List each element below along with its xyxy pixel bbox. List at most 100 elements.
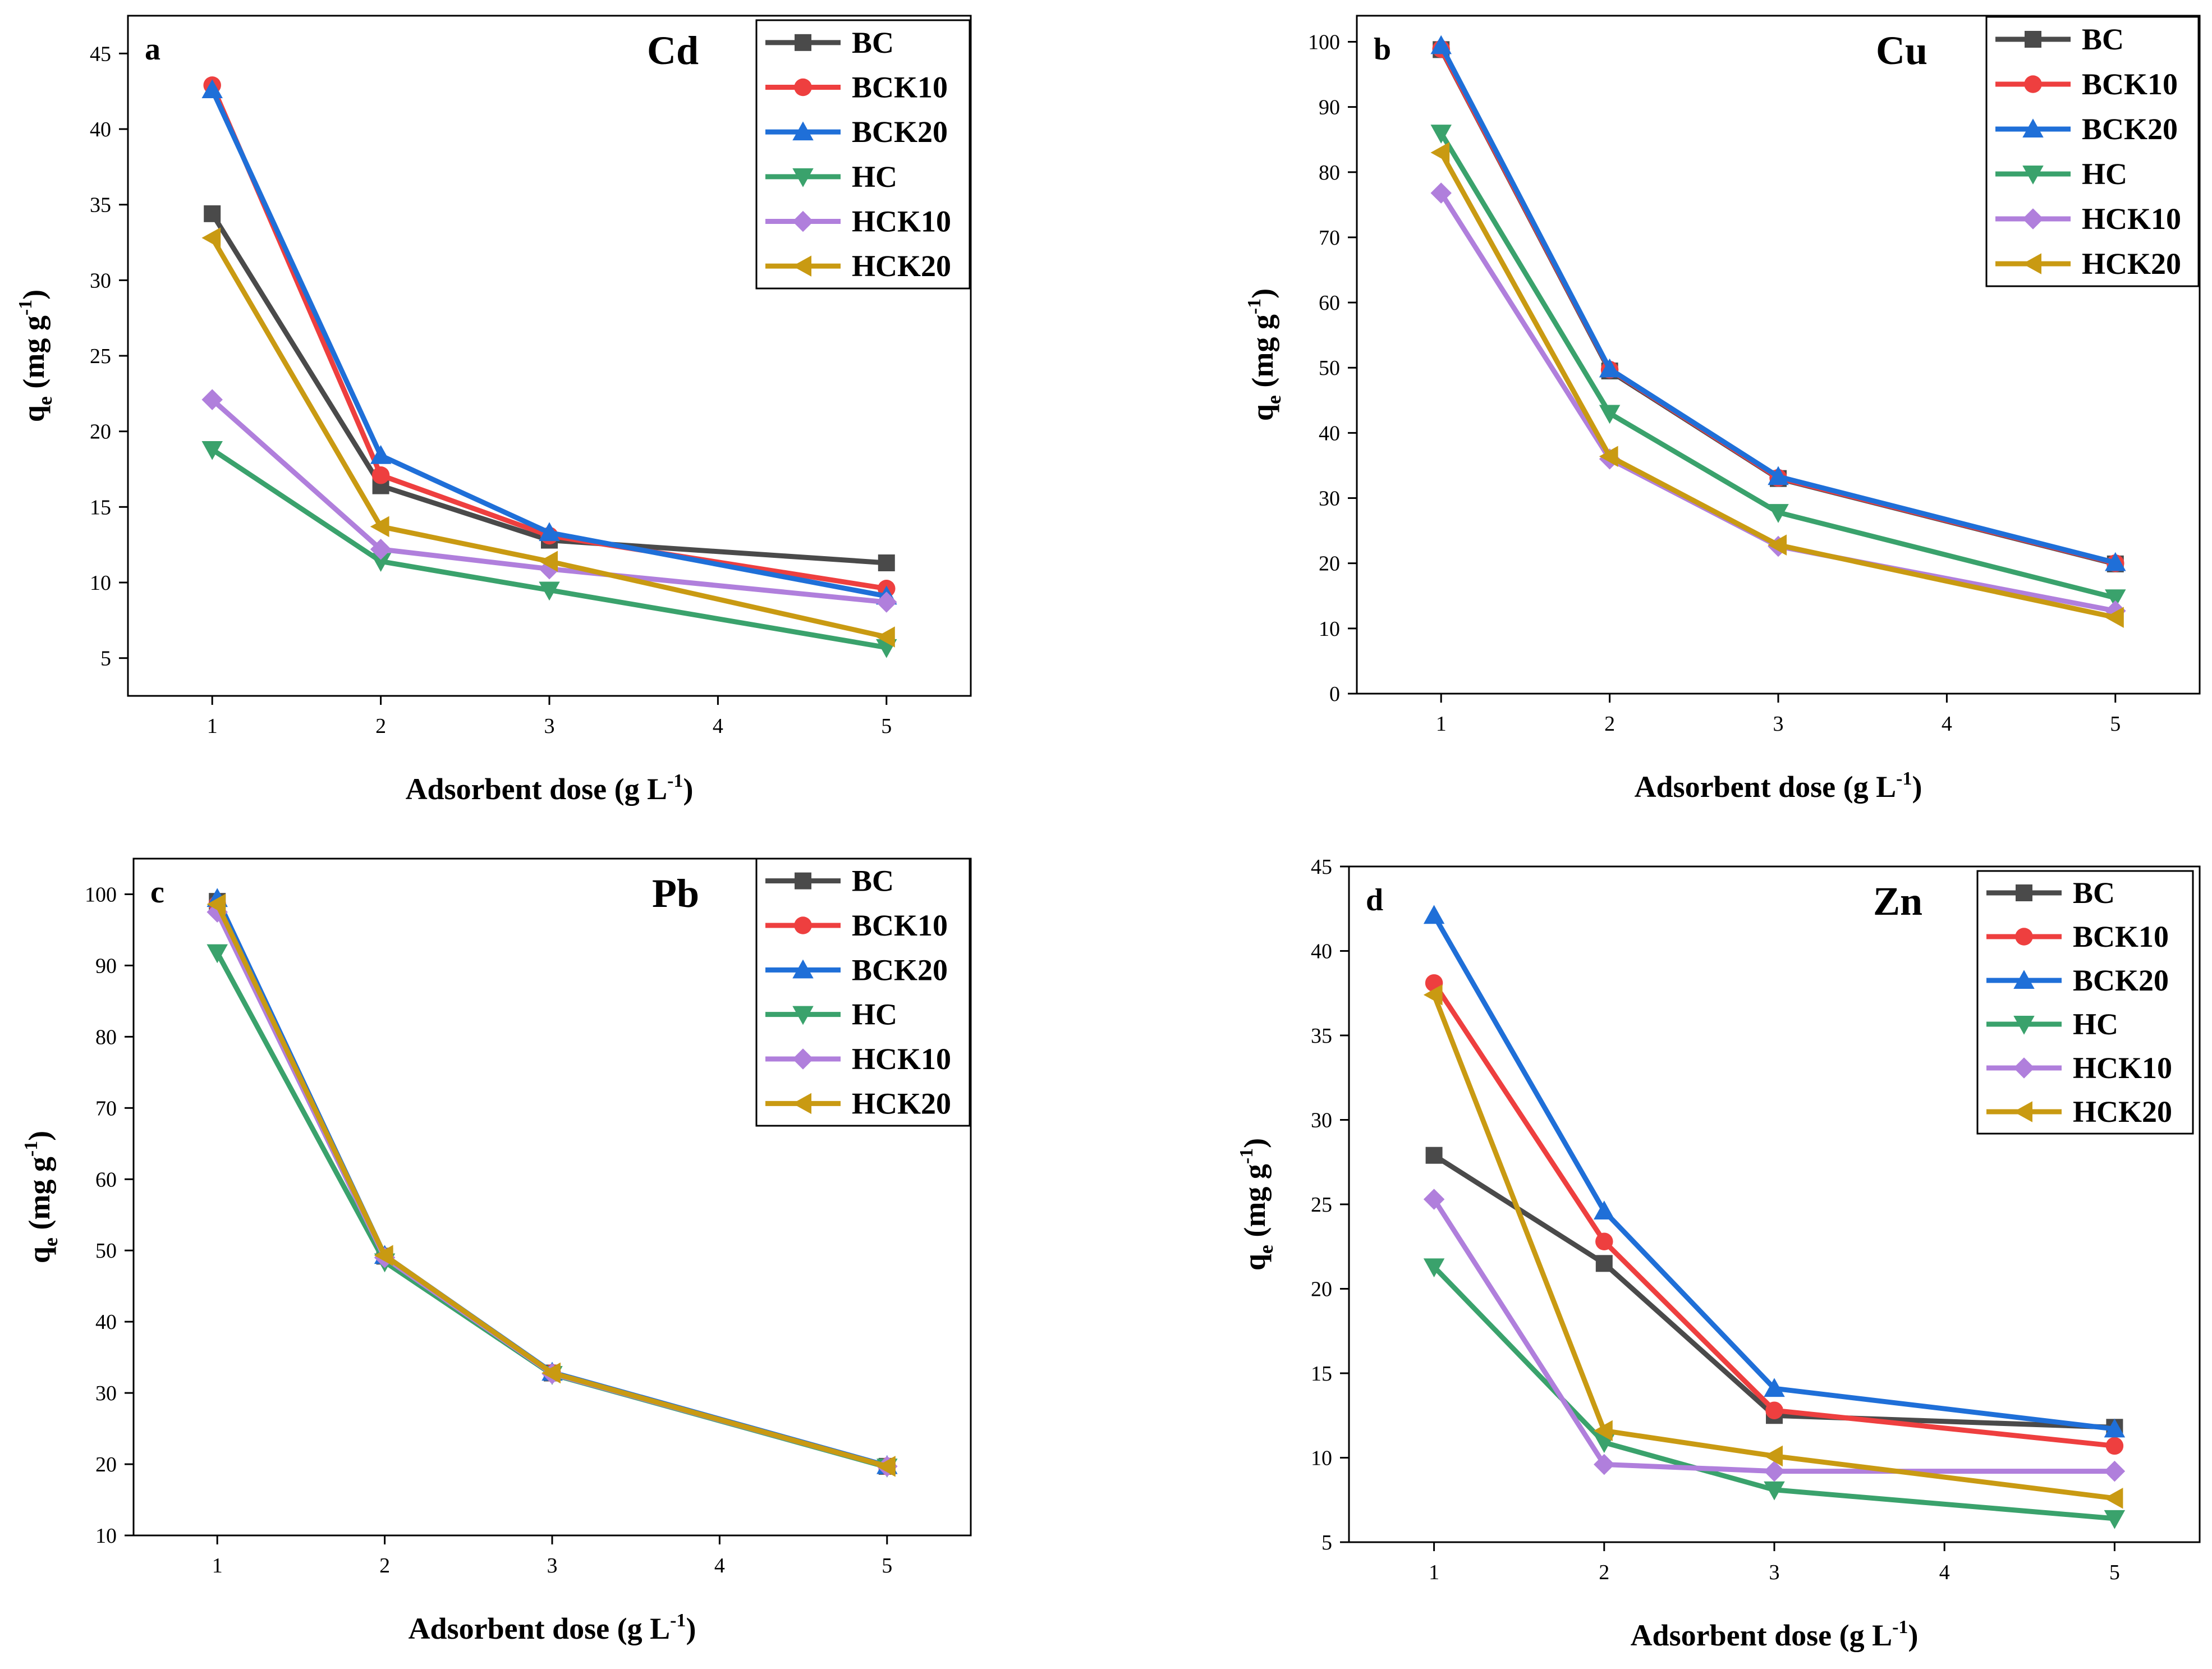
data-point bbox=[2104, 1460, 2126, 1482]
y-tick-label: 50 bbox=[95, 1239, 117, 1263]
legend-item-hck10: HCK10 bbox=[1986, 1051, 2172, 1085]
legend-item-bck10: BCK10 bbox=[765, 71, 948, 104]
series-line bbox=[1431, 1198, 2115, 1474]
data-point bbox=[1768, 504, 1789, 523]
legend-item-hck10: HCK10 bbox=[765, 1042, 951, 1076]
data-point bbox=[201, 79, 223, 98]
legend-item-hck20: HCK20 bbox=[765, 1086, 951, 1120]
y-tick-label: 80 bbox=[95, 1025, 117, 1049]
y-tick-label: 60 bbox=[95, 1168, 117, 1191]
x-tick-label: 5 bbox=[2109, 1561, 2120, 1584]
y-tick-label: 10 bbox=[1311, 1447, 1332, 1470]
legend: BC BCK10 BCK20 HC HCK10 HCK20 bbox=[1976, 870, 2194, 1135]
y-axis-title: qe (mg g-1) bbox=[1236, 1138, 1277, 1271]
legend-marker bbox=[792, 1006, 814, 1025]
y-tick-label: 30 bbox=[95, 1382, 117, 1405]
data-point bbox=[370, 445, 392, 464]
legend-label: HC bbox=[2073, 1007, 2118, 1041]
series-line bbox=[210, 89, 887, 599]
data-point bbox=[370, 553, 392, 572]
data-point bbox=[206, 944, 228, 964]
legend-label: HCK10 bbox=[852, 1042, 951, 1076]
y-axis-title: qe (mg g-1) bbox=[15, 290, 56, 422]
legend-item-bck10: BCK10 bbox=[1995, 67, 2178, 101]
legend-item-hck10: HCK10 bbox=[1995, 202, 2181, 236]
legend-marker bbox=[2013, 970, 2035, 989]
y-tick-label: 45 bbox=[90, 42, 111, 66]
data-point bbox=[370, 516, 389, 538]
data-point bbox=[201, 441, 223, 460]
legend-label: BCK20 bbox=[2082, 112, 2178, 146]
x-tick-label: 4 bbox=[713, 714, 723, 738]
legend-marker bbox=[2025, 31, 2041, 48]
data-point bbox=[539, 551, 558, 572]
data-point bbox=[370, 538, 392, 560]
legend-marker bbox=[792, 210, 814, 232]
legend-label: HCK20 bbox=[852, 1086, 951, 1120]
x-tick-label: 2 bbox=[1604, 712, 1615, 736]
data-point bbox=[1595, 1232, 1613, 1250]
series-hck20 bbox=[1430, 142, 2124, 628]
y-axis-title: qe (mg g-1) bbox=[1244, 288, 1285, 421]
x-tick-label: 3 bbox=[1769, 1561, 1780, 1584]
data-point bbox=[1430, 182, 1452, 204]
data-point bbox=[1594, 1454, 1615, 1475]
y-tick-label: 70 bbox=[1319, 226, 1340, 250]
x-tick-label: 1 bbox=[207, 714, 218, 738]
series-line bbox=[210, 236, 887, 640]
data-point bbox=[1430, 125, 1452, 144]
panel-title: Cd bbox=[647, 28, 699, 73]
legend-label: HCK10 bbox=[2073, 1051, 2172, 1085]
data-point bbox=[1594, 1200, 1615, 1220]
x-tick-label: 2 bbox=[379, 1554, 390, 1578]
legend-marker bbox=[795, 872, 811, 889]
y-tick-label: 15 bbox=[1311, 1362, 1332, 1386]
legend-marker bbox=[2013, 1101, 2032, 1122]
y-tick-label: 0 bbox=[1329, 682, 1340, 706]
x-tick-label: 5 bbox=[881, 714, 892, 738]
data-point bbox=[1764, 1378, 1785, 1397]
data-point bbox=[1594, 1420, 1613, 1442]
legend-box bbox=[755, 19, 971, 290]
legend-item-hck20: HCK20 bbox=[1995, 247, 2181, 281]
x-tick-label: 2 bbox=[1599, 1561, 1609, 1584]
legend-label: BCK10 bbox=[852, 909, 948, 942]
legend-marker bbox=[2022, 118, 2044, 137]
series-hck20 bbox=[206, 893, 896, 1477]
data-point bbox=[1599, 358, 1621, 378]
legend-marker bbox=[792, 1093, 811, 1115]
legend-item-bc: BC bbox=[765, 864, 894, 898]
legend-item-hc: HC bbox=[1995, 157, 2127, 191]
legend-label: BC bbox=[2082, 22, 2124, 56]
y-tick-label: 10 bbox=[1319, 617, 1340, 641]
series-line bbox=[1431, 914, 2115, 1432]
legend-box bbox=[1976, 870, 2194, 1135]
panel-title: Cu bbox=[1876, 28, 1928, 73]
x-axis-title: Adsorbent dose (g L-1) bbox=[1631, 1617, 1919, 1652]
legend-item-hck20: HCK20 bbox=[1986, 1095, 2172, 1129]
y-tick-label: 25 bbox=[1311, 1193, 1332, 1217]
panel-title: Pb bbox=[652, 871, 699, 916]
legend-label: BCK10 bbox=[2073, 920, 2169, 953]
legend-item-hc: HC bbox=[1986, 1007, 2118, 1041]
y-tick-label: 20 bbox=[95, 1453, 117, 1477]
series-hck20 bbox=[201, 227, 895, 648]
legend-marker bbox=[794, 916, 812, 934]
series-line bbox=[210, 212, 887, 566]
y-tick-label: 100 bbox=[85, 883, 117, 906]
legend-marker bbox=[2016, 884, 2032, 901]
x-tick-label: 4 bbox=[1939, 1561, 1950, 1584]
data-point bbox=[878, 554, 895, 571]
data-point bbox=[1595, 1255, 1613, 1272]
y-tick-label: 45 bbox=[1311, 855, 1332, 879]
y-tick-label: 5 bbox=[100, 647, 111, 671]
y-tick-label: 5 bbox=[1321, 1531, 1332, 1555]
legend-item-hc: HC bbox=[765, 998, 897, 1031]
legend-box bbox=[755, 858, 971, 1127]
legend-marker bbox=[2013, 1016, 2035, 1035]
chart-panel-c: 1 2 3 4 5 10 20 30 40 50 60 70 80 90 100 Adsorbent dose… bbox=[21, 858, 972, 1645]
legend-label: HC bbox=[852, 160, 897, 194]
legend-label: HC bbox=[2082, 157, 2127, 191]
